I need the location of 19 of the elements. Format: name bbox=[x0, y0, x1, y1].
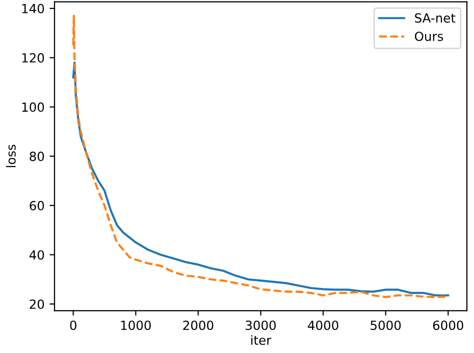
y-tick-label: 40 bbox=[29, 250, 44, 260]
y-tick-label: 60 bbox=[30, 200, 44, 210]
y-tick-label: 80 bbox=[30, 152, 44, 162]
y-axis-title: loss bbox=[6, 144, 16, 168]
x-tick-label: 0 bbox=[70, 320, 76, 330]
x-tick-label: 3000 bbox=[246, 320, 276, 330]
legend-label: Ours bbox=[414, 32, 443, 42]
y-tick-label: 140 bbox=[22, 4, 44, 14]
line-series bbox=[72, 62, 450, 296]
x-axis-title: iter bbox=[251, 335, 272, 345]
x-tick-label: 5000 bbox=[370, 320, 401, 330]
y-tick-label: 20 bbox=[30, 299, 44, 309]
x-tick-label: 4000 bbox=[308, 320, 338, 330]
x-tick-label: 2000 bbox=[183, 320, 214, 330]
x-tick-label: 6000 bbox=[433, 320, 464, 330]
y-tick-label: 120 bbox=[22, 53, 44, 63]
x-tick-label: 1000 bbox=[121, 320, 151, 330]
legend-label: SA-net bbox=[415, 13, 456, 23]
y-tick-label: 100 bbox=[22, 102, 44, 112]
